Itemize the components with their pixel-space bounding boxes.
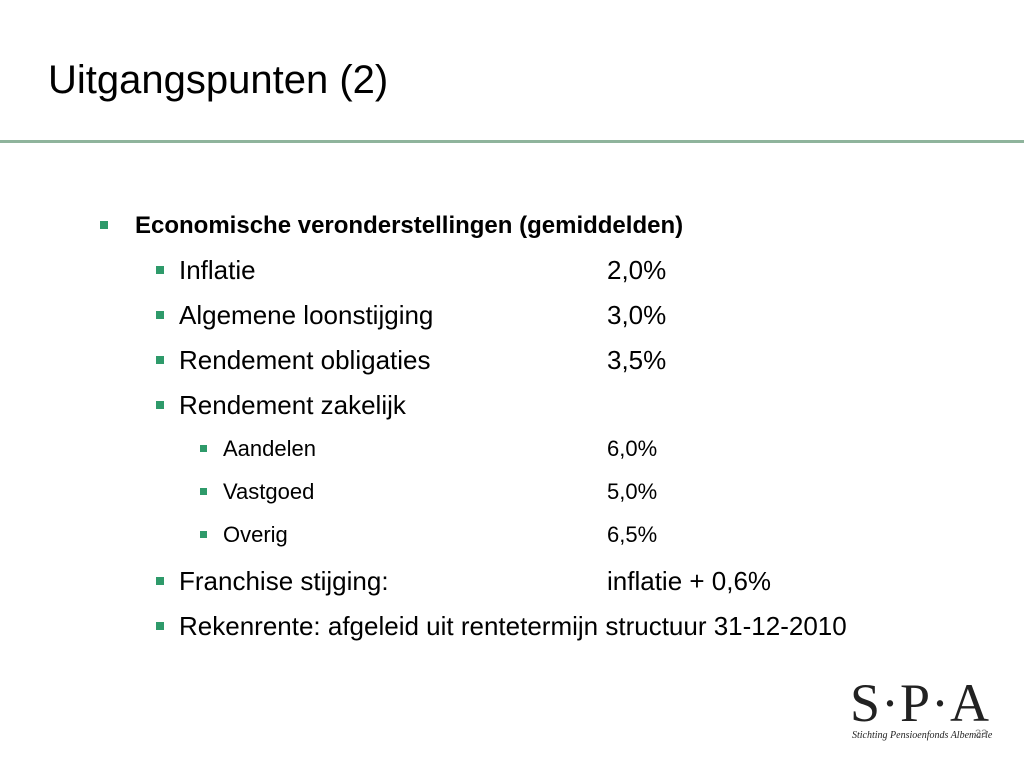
bullet xyxy=(156,622,164,630)
bullet xyxy=(200,487,207,495)
bullet xyxy=(200,444,207,452)
item-label: Inflatie xyxy=(179,255,256,285)
logo-mark: S·P·A xyxy=(850,673,991,733)
bullet xyxy=(156,356,164,364)
page-number: 33 xyxy=(975,728,988,740)
logo-name: Stichting Pensioenfonds Albemarle xyxy=(852,730,993,741)
item-value: 3,0% xyxy=(607,300,667,330)
bullet xyxy=(156,401,164,409)
item-label: Rendement obligaties xyxy=(179,345,431,375)
item-value: inflatie + 0,6% xyxy=(607,566,772,596)
item-label: Algemene loonstijging xyxy=(179,300,434,330)
title-rule xyxy=(0,140,1024,143)
bullet xyxy=(200,530,207,538)
item-label: Vastgoed xyxy=(223,479,315,504)
bullet xyxy=(100,221,108,229)
item-label: Rendement zakelijk xyxy=(179,390,406,420)
item-label: Economische veronderstellingen (gemiddel… xyxy=(135,212,684,239)
item-label: Franchise stijging: xyxy=(179,566,389,596)
bullet xyxy=(156,577,164,585)
item-label: Rekenrente: afgeleid uit rentetermijn st… xyxy=(179,611,847,641)
bullet xyxy=(156,266,164,274)
item-value: 6,0% xyxy=(607,436,658,461)
slide-title: Uitgangspunten (2) xyxy=(48,58,389,102)
item-value: 2,0% xyxy=(607,255,667,285)
item-value: 5,0% xyxy=(607,479,658,504)
item-label: Aandelen xyxy=(223,436,316,461)
item-label: Overig xyxy=(223,522,288,547)
item-value: 3,5% xyxy=(607,345,667,375)
bullet xyxy=(156,311,164,319)
item-value: 6,5% xyxy=(607,522,658,547)
